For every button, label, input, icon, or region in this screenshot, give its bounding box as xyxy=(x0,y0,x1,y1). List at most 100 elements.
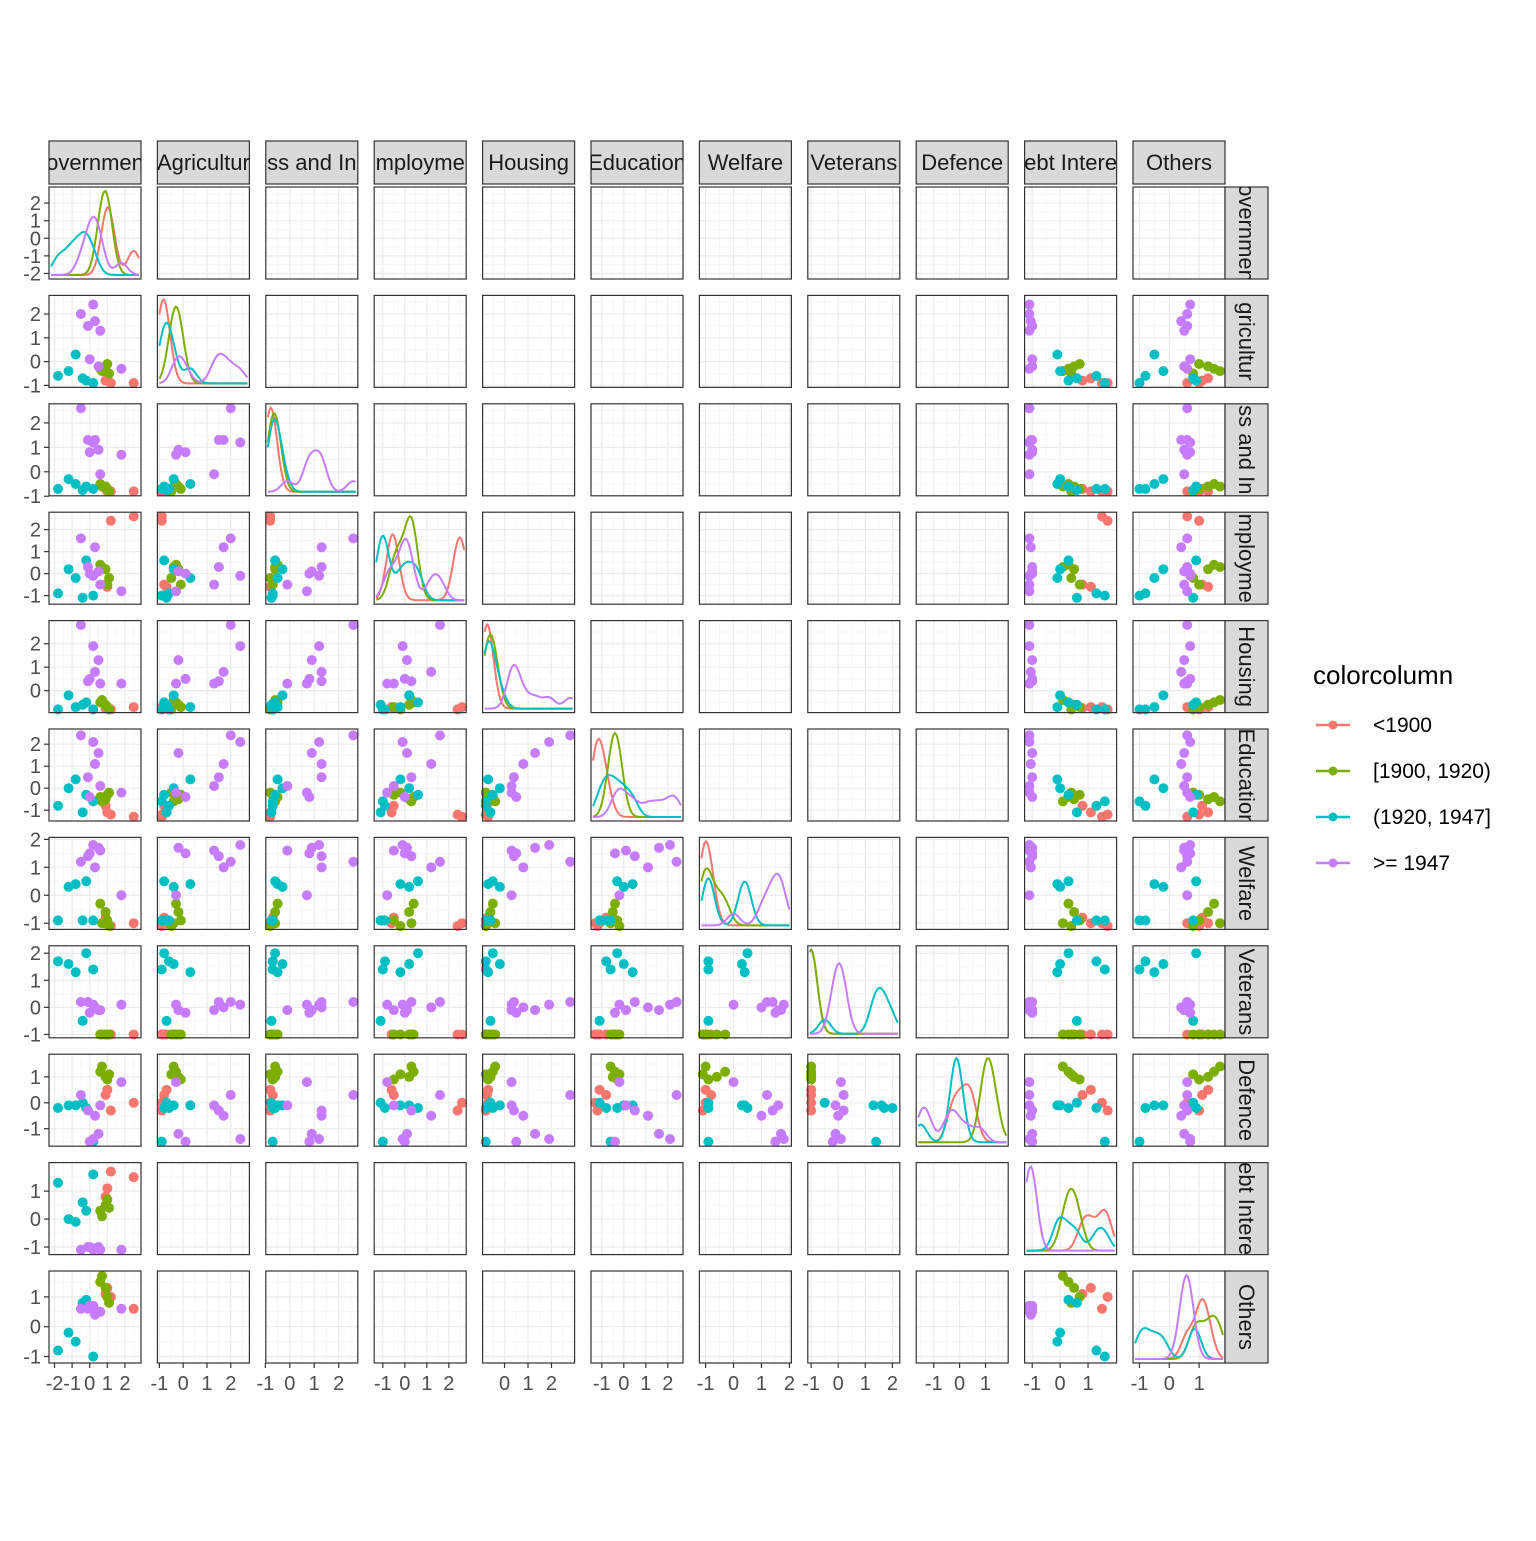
point-6-9-12 xyxy=(1063,876,1074,887)
x-tick-label-5: 0 xyxy=(618,1373,629,1395)
point-1-0-0 xyxy=(128,378,139,389)
panel-5-4 xyxy=(482,729,575,821)
panel-3-3 xyxy=(374,512,467,605)
point-3-10-11 xyxy=(1188,592,1199,603)
point-6-10-4 xyxy=(1209,898,1220,909)
panel-border xyxy=(698,836,793,931)
panel-0-7 xyxy=(807,187,900,279)
point-3-10-12 xyxy=(1191,555,1202,566)
panel-border xyxy=(915,1270,1009,1364)
point-1-9-20 xyxy=(1024,363,1035,374)
panel-border xyxy=(265,403,359,497)
point-7-10-5 xyxy=(1203,1029,1214,1040)
panel-background xyxy=(591,187,683,279)
point-2-1-13 xyxy=(156,483,167,494)
panel-border xyxy=(265,294,359,388)
point-9-0-0 xyxy=(128,1172,139,1183)
point-8-1-18 xyxy=(225,1090,236,1101)
panel-border xyxy=(482,511,576,605)
panel-background xyxy=(699,945,792,1038)
point-6-5-20 xyxy=(614,890,625,901)
panel-background xyxy=(916,403,1009,496)
point-8-10-8 xyxy=(1188,1069,1199,1080)
panel-border xyxy=(156,1053,250,1147)
y-tick-label-8: 1 xyxy=(30,1067,41,1089)
point-4-10-12 xyxy=(1191,697,1202,708)
panel-border xyxy=(373,511,467,605)
point-6-3-22 xyxy=(388,845,399,856)
point-3-0-21 xyxy=(84,568,95,579)
point-6-4-13 xyxy=(480,915,491,926)
point-2-9-19 xyxy=(1025,435,1036,446)
point-6-2-20 xyxy=(301,890,312,901)
panel-border xyxy=(482,186,576,280)
point-8-3-0 xyxy=(457,1097,467,1108)
point-8-2-18 xyxy=(348,1090,359,1101)
panel-background xyxy=(916,837,1009,930)
point-8-9-22 xyxy=(1024,1100,1035,1111)
point-6-9-19 xyxy=(1025,862,1036,873)
point-2-1-22 xyxy=(209,469,220,480)
point-5-9-18 xyxy=(1024,730,1035,741)
point-4-0-14 xyxy=(63,690,74,701)
panel-border xyxy=(156,403,250,497)
panel-border xyxy=(156,186,250,280)
point-6-10-12 xyxy=(1191,876,1202,887)
panel-border xyxy=(590,836,684,931)
point-5-0-19 xyxy=(90,759,100,769)
legend-label-1: [1900, 1920) xyxy=(1373,760,1491,783)
y-tick-label-4: 0 xyxy=(30,681,41,703)
point-3-10-0 xyxy=(1182,511,1193,522)
panel-background xyxy=(699,295,792,388)
panel-8-6 xyxy=(699,1054,792,1147)
panel-10-0 xyxy=(49,1271,141,1363)
strip-right-label-group: ebt Intere xyxy=(1234,1163,1259,1255)
point-7-6-19 xyxy=(756,1002,767,1013)
panel-border xyxy=(915,1053,1009,1147)
panel-background xyxy=(265,512,358,605)
panel-border xyxy=(590,1270,684,1364)
panel-border xyxy=(698,619,793,714)
x-tick-label-2: 1 xyxy=(309,1373,320,1395)
point-2-1-16 xyxy=(235,437,246,448)
point-7-4-10 xyxy=(480,956,491,967)
panel-background xyxy=(49,945,141,1038)
point-7-1-19 xyxy=(218,1002,229,1013)
point-6-5-9 xyxy=(627,879,638,890)
point-6-0-13 xyxy=(88,915,99,926)
point-7-5-11 xyxy=(594,1015,605,1026)
strip-right-label-7: Veterans xyxy=(1234,948,1259,1035)
strip-top-label-7: Veterans xyxy=(810,150,897,175)
point-3-10-19 xyxy=(1176,542,1187,553)
point-8-0-10 xyxy=(53,1102,64,1113)
point-7-4-8 xyxy=(480,1029,491,1040)
point-3-0-19 xyxy=(90,542,100,553)
point-10-0-9 xyxy=(70,1336,81,1347)
point-7-3-8 xyxy=(395,1029,406,1040)
point-3-9-13 xyxy=(1099,590,1110,601)
point-3-0-13 xyxy=(88,590,99,601)
strip-right-label-2: ss and In xyxy=(1234,405,1259,494)
point-8-10-13 xyxy=(1134,1136,1145,1147)
panel-3-7 xyxy=(807,512,900,605)
point-5-0-15 xyxy=(82,772,93,783)
panel-border xyxy=(590,403,684,497)
point-5-0-7 xyxy=(97,796,108,807)
point-4-3-13 xyxy=(377,704,388,715)
point-5-4-15 xyxy=(508,772,519,783)
point-4-0-10 xyxy=(53,704,64,715)
panel-0-3 xyxy=(374,187,467,279)
panel-3-0 xyxy=(49,512,141,605)
point-6-0-14 xyxy=(63,881,74,892)
point-8-7-8 xyxy=(806,1069,817,1080)
point-5-9-12 xyxy=(1063,789,1074,800)
panel-border xyxy=(915,511,1009,605)
point-4-2-22 xyxy=(282,678,293,689)
point-4-9-12 xyxy=(1063,697,1074,708)
point-8-0-21 xyxy=(84,1136,95,1147)
y-tick-label-0: -1 xyxy=(23,246,41,268)
panel-9-8 xyxy=(916,1162,1009,1255)
panel-border xyxy=(698,1053,793,1147)
point-5-9-3 xyxy=(1102,809,1113,820)
